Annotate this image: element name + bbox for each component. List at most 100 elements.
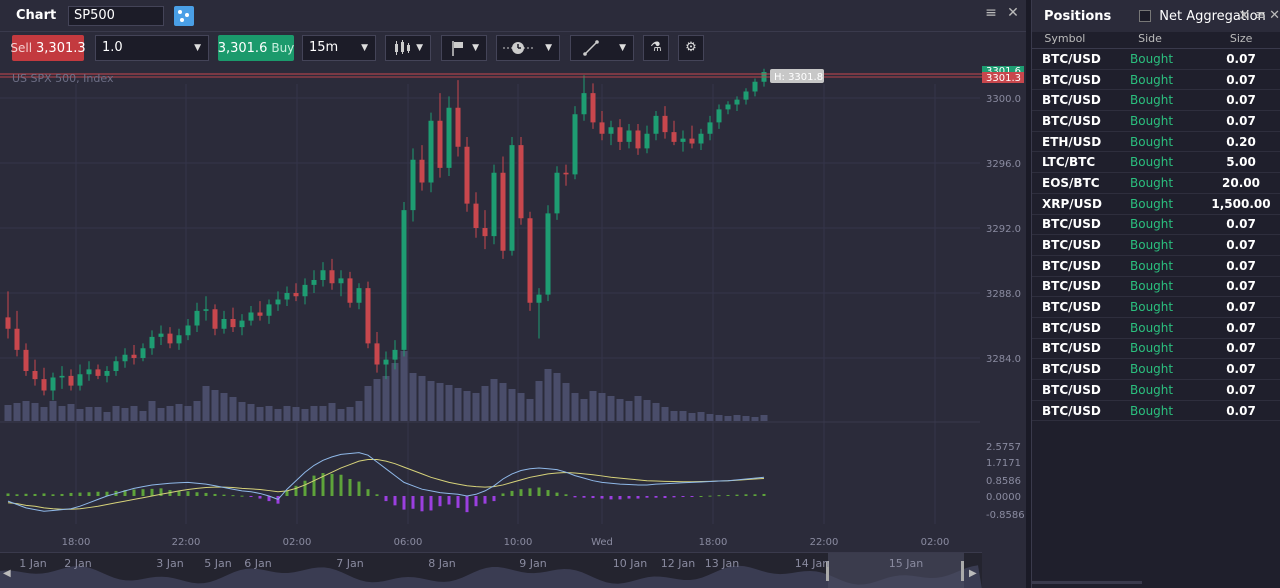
link-icon[interactable] xyxy=(174,5,194,26)
volume-bar xyxy=(706,414,714,421)
macd-tick-label: 2.5757 xyxy=(986,442,1021,453)
table-row[interactable]: ETH/USD Bought 0.20 xyxy=(1032,132,1280,153)
indicators-select[interactable]: ▼ xyxy=(441,35,487,61)
column-size[interactable]: Size xyxy=(1229,32,1253,45)
navigator-tick-label: 14 Jan xyxy=(795,557,829,570)
position-size: 0.07 xyxy=(1226,51,1256,66)
volume-bar xyxy=(418,376,426,421)
position-side: Bought xyxy=(1130,382,1174,397)
position-side: Bought xyxy=(1130,341,1174,356)
interval-select[interactable]: 15m ▼ xyxy=(302,35,376,61)
navigator-chart[interactable]: ◀ ▶ 1 Jan 2 Jan 3 Jan 5 Jan 6 Jan 7 Jan 8 Jan 9 J… xyxy=(0,553,982,588)
close-icon[interactable]: ✕ xyxy=(1269,8,1280,23)
symbol-input[interactable]: SP500 xyxy=(68,5,164,26)
navigator[interactable]: ◀ ▶ 1 Jan 2 Jan 3 Jan 5 Jan 6 Jan 7 Jan 8 Jan 9 J… xyxy=(0,552,982,588)
macd-histogram-bar xyxy=(600,496,604,499)
macd-histogram-bar xyxy=(33,493,37,496)
close-icon[interactable]: ✕ xyxy=(1007,5,1019,21)
flask-icon[interactable]: ⚗ xyxy=(643,35,669,61)
high-label: H: 3301.8 xyxy=(774,72,823,83)
table-row[interactable]: BTC/USD Bought 0.07 xyxy=(1032,215,1280,236)
chevron-down-icon: ▼ xyxy=(472,43,479,53)
position-size: 0.07 xyxy=(1226,382,1256,397)
column-side[interactable]: Side xyxy=(1138,32,1162,45)
candle-body xyxy=(707,122,713,134)
table-row[interactable]: BTC/USD Bought 0.07 xyxy=(1032,318,1280,339)
volume-bar xyxy=(364,386,372,421)
candle-body xyxy=(500,172,506,251)
chevron-down-icon: ▼ xyxy=(361,43,368,53)
macd-histogram-bar xyxy=(555,492,559,496)
gear-icon[interactable]: ⚙ xyxy=(678,35,704,61)
macd-histogram-bar xyxy=(42,493,46,496)
table-row[interactable]: XRP/USD Bought 1,500.00 xyxy=(1032,194,1280,215)
navigator-window xyxy=(828,553,964,588)
position-size: 0.07 xyxy=(1226,300,1256,315)
candle-body xyxy=(86,369,92,375)
table-row[interactable]: BTC/USD Bought 0.07 xyxy=(1032,339,1280,360)
volume-bar xyxy=(427,381,435,421)
candle-body xyxy=(212,309,218,329)
candle-body xyxy=(365,288,371,344)
position-symbol: BTC/USD xyxy=(1042,258,1101,273)
macd-histogram-bar xyxy=(321,473,325,496)
table-row[interactable]: BTC/USD Bought 0.07 xyxy=(1032,70,1280,91)
table-row[interactable]: BTC/USD Bought 0.07 xyxy=(1032,297,1280,318)
volume-bar xyxy=(328,403,336,421)
price-axis: 3300.0 3296.0 3292.0 3288.0 3284.0 xyxy=(986,94,1021,365)
sell-button[interactable]: Sell 3,301.3 xyxy=(10,35,86,61)
table-row[interactable]: BTC/USD Bought 0.07 xyxy=(1032,359,1280,380)
table-row[interactable]: BTC/USD Bought 0.07 xyxy=(1032,49,1280,70)
volume-bar xyxy=(607,396,615,421)
table-row[interactable]: BTC/USD Bought 0.07 xyxy=(1032,235,1280,256)
macd-histogram-bar xyxy=(699,496,703,497)
volume-bar xyxy=(643,400,651,421)
volume-bar xyxy=(652,403,660,421)
macd-histogram-bar xyxy=(501,493,505,496)
position-side: Bought xyxy=(1130,175,1174,190)
candle-body xyxy=(599,122,605,134)
volume-bar xyxy=(292,407,300,421)
menu-icon[interactable]: ≡ xyxy=(1255,8,1266,23)
table-row[interactable]: BTC/USD Bought 0.07 xyxy=(1032,111,1280,132)
position-symbol: BTC/USD xyxy=(1042,217,1101,232)
close-icon[interactable]: ✕ xyxy=(1238,8,1250,24)
macd-tick-label: -0.8586 xyxy=(986,510,1025,521)
candle-body xyxy=(311,280,317,285)
position-symbol: XRP/USD xyxy=(1042,196,1103,211)
column-symbol[interactable]: Symbol xyxy=(1044,32,1086,45)
candle-body xyxy=(734,99,740,105)
time-select[interactable]: ▼ xyxy=(496,35,560,61)
table-row[interactable]: BTC/USD Bought 0.07 xyxy=(1032,380,1280,401)
candle-body xyxy=(590,93,596,123)
macd-histogram-bar xyxy=(375,494,379,496)
table-row[interactable]: LTC/BTC Bought 5.00 xyxy=(1032,152,1280,174)
price-chart[interactable]: US SPX 500, Index H: 3301.8 3301.6 3301.… xyxy=(0,64,1026,554)
time-tick-label: 02:00 xyxy=(283,537,312,548)
table-row[interactable]: BTC/USD Bought 0.07 xyxy=(1032,401,1280,422)
chart-panel: Chart SP500 ≡ ✕ Sell 3,301.3 1.0 ▼ 3,301… xyxy=(0,0,1026,588)
buy-button[interactable]: 3,301.6 Buy xyxy=(218,35,294,61)
menu-icon[interactable]: ≡ xyxy=(985,5,997,21)
navigator-tick-label: 12 Jan xyxy=(661,557,695,570)
candle-body xyxy=(383,359,389,365)
candle-body xyxy=(581,93,587,115)
net-aggregation-checkbox[interactable] xyxy=(1139,10,1152,22)
volume-bar xyxy=(499,383,507,421)
table-row[interactable]: BTC/USD Bought 0.07 xyxy=(1032,277,1280,298)
position-side: Bought xyxy=(1130,134,1174,149)
volume-bar xyxy=(724,416,732,421)
chart-area[interactable]: US SPX 500, Index H: 3301.8 3301.6 3301.… xyxy=(0,64,1026,554)
drawing-tools-select[interactable]: ▼ xyxy=(570,35,634,61)
chart-type-select[interactable]: ▼ xyxy=(385,35,431,61)
horizontal-scrollbar[interactable] xyxy=(1032,581,1142,584)
macd-histogram-bar xyxy=(726,494,730,496)
position-size: 0.07 xyxy=(1226,320,1256,335)
interval-value: 15m xyxy=(309,40,339,55)
table-row[interactable]: BTC/USD Bought 0.07 xyxy=(1032,90,1280,112)
table-row[interactable]: EOS/BTC Bought 20.00 xyxy=(1032,173,1280,194)
position-symbol: BTC/USD xyxy=(1042,362,1101,377)
volume-bar xyxy=(445,385,453,421)
quantity-select[interactable]: 1.0 ▼ xyxy=(95,35,209,61)
table-row[interactable]: BTC/USD Bought 0.07 xyxy=(1032,256,1280,277)
